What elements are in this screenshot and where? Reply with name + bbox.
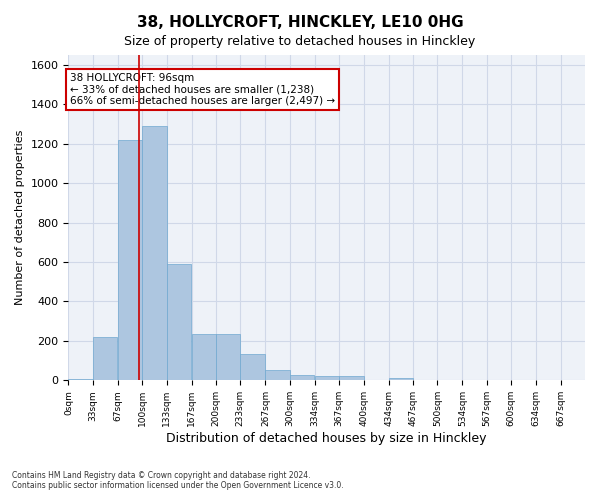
Text: 38 HOLLYCROFT: 96sqm
← 33% of detached houses are smaller (1,238)
66% of semi-de: 38 HOLLYCROFT: 96sqm ← 33% of detached h… [70, 72, 335, 106]
Text: Size of property relative to detached houses in Hinckley: Size of property relative to detached ho… [124, 35, 476, 48]
Bar [339, 376, 364, 380]
Bar [389, 378, 413, 380]
Text: 38, HOLLYCROFT, HINCKLEY, LE10 0HG: 38, HOLLYCROFT, HINCKLEY, LE10 0HG [137, 15, 463, 30]
Bar [241, 354, 265, 380]
Bar [265, 370, 290, 380]
Bar [216, 334, 241, 380]
X-axis label: Distribution of detached houses by size in Hinckley: Distribution of detached houses by size … [166, 432, 487, 445]
Bar [315, 376, 339, 380]
Bar [118, 140, 142, 380]
Bar [142, 126, 167, 380]
Bar [290, 376, 314, 380]
Bar [167, 264, 191, 380]
Bar [93, 337, 117, 380]
Bar [191, 334, 216, 380]
Y-axis label: Number of detached properties: Number of detached properties [15, 130, 25, 306]
Text: Contains HM Land Registry data © Crown copyright and database right 2024.
Contai: Contains HM Land Registry data © Crown c… [12, 470, 344, 490]
